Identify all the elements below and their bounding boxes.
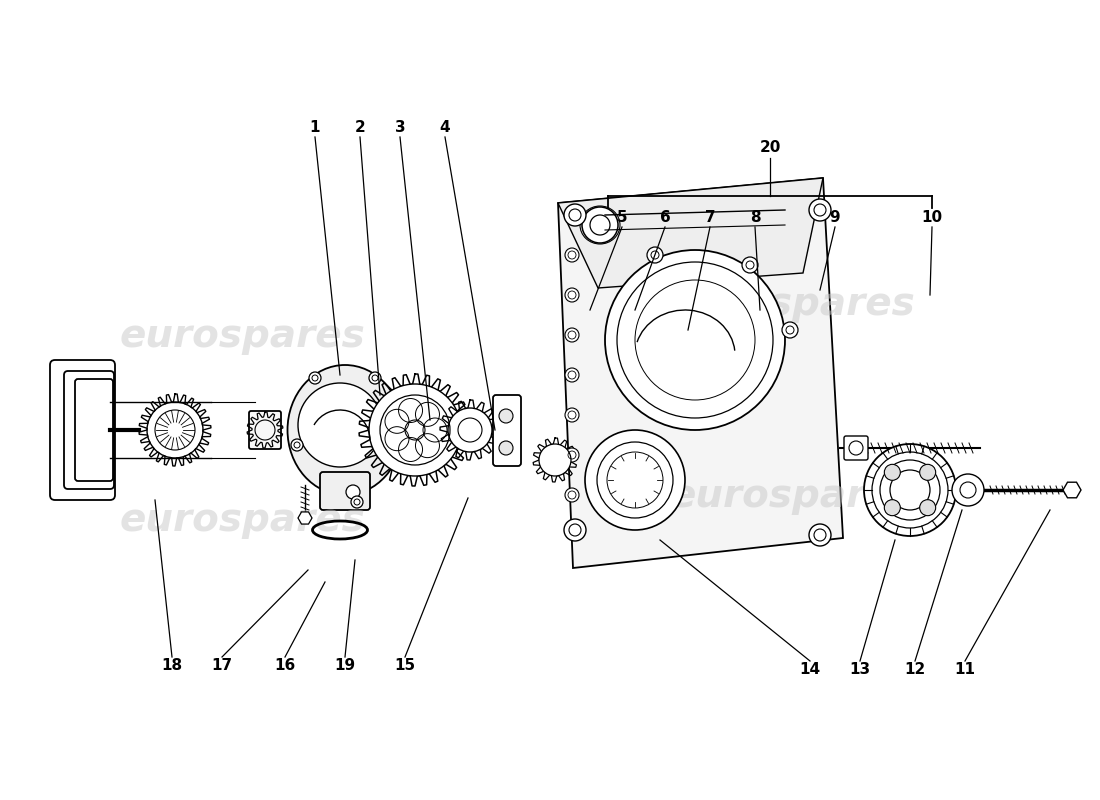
Circle shape bbox=[564, 519, 586, 541]
Circle shape bbox=[565, 328, 579, 342]
Circle shape bbox=[298, 383, 382, 467]
FancyBboxPatch shape bbox=[844, 436, 868, 460]
Text: eurospares: eurospares bbox=[119, 501, 365, 539]
Circle shape bbox=[565, 488, 579, 502]
Text: eurospares: eurospares bbox=[119, 317, 365, 355]
FancyBboxPatch shape bbox=[320, 472, 370, 510]
Text: 17: 17 bbox=[211, 658, 232, 674]
Circle shape bbox=[368, 372, 381, 384]
Circle shape bbox=[808, 524, 830, 546]
Polygon shape bbox=[558, 178, 823, 288]
Circle shape bbox=[565, 408, 579, 422]
Circle shape bbox=[647, 247, 663, 263]
Circle shape bbox=[864, 444, 956, 536]
Text: 2: 2 bbox=[354, 121, 365, 135]
Circle shape bbox=[564, 204, 586, 226]
Polygon shape bbox=[558, 178, 843, 568]
Text: 10: 10 bbox=[922, 210, 943, 226]
Text: 9: 9 bbox=[829, 210, 840, 226]
Text: 18: 18 bbox=[162, 658, 183, 674]
Circle shape bbox=[808, 199, 830, 221]
Circle shape bbox=[565, 368, 579, 382]
Text: 5: 5 bbox=[617, 210, 627, 226]
Circle shape bbox=[309, 372, 321, 384]
Text: 11: 11 bbox=[955, 662, 976, 678]
FancyBboxPatch shape bbox=[493, 395, 521, 466]
Text: 19: 19 bbox=[334, 658, 355, 674]
Circle shape bbox=[499, 441, 513, 455]
Text: 8: 8 bbox=[750, 210, 760, 226]
Circle shape bbox=[539, 444, 571, 476]
Text: 13: 13 bbox=[849, 662, 870, 678]
Text: 12: 12 bbox=[904, 662, 925, 678]
Text: 14: 14 bbox=[800, 662, 821, 678]
Circle shape bbox=[368, 384, 461, 476]
Text: eurospares: eurospares bbox=[669, 477, 915, 515]
Circle shape bbox=[565, 288, 579, 302]
Text: 1: 1 bbox=[310, 121, 320, 135]
Text: 7: 7 bbox=[705, 210, 715, 226]
Circle shape bbox=[742, 257, 758, 273]
Circle shape bbox=[952, 474, 984, 506]
Circle shape bbox=[884, 464, 900, 480]
Circle shape bbox=[351, 496, 363, 508]
Text: 6: 6 bbox=[660, 210, 670, 226]
Circle shape bbox=[565, 448, 579, 462]
Circle shape bbox=[582, 207, 618, 243]
Circle shape bbox=[292, 439, 302, 451]
Polygon shape bbox=[1063, 482, 1081, 498]
Circle shape bbox=[448, 408, 492, 452]
Circle shape bbox=[346, 485, 360, 499]
Text: 16: 16 bbox=[274, 658, 296, 674]
FancyBboxPatch shape bbox=[249, 411, 280, 449]
Text: 4: 4 bbox=[440, 121, 450, 135]
Circle shape bbox=[782, 322, 797, 338]
Circle shape bbox=[585, 430, 685, 530]
Circle shape bbox=[605, 250, 785, 430]
Circle shape bbox=[499, 409, 513, 423]
Text: 15: 15 bbox=[395, 658, 416, 674]
Circle shape bbox=[884, 500, 900, 516]
Text: eurospares: eurospares bbox=[669, 285, 915, 323]
Circle shape bbox=[565, 248, 579, 262]
Ellipse shape bbox=[287, 365, 403, 495]
Circle shape bbox=[920, 500, 936, 516]
Circle shape bbox=[920, 464, 936, 480]
Text: 3: 3 bbox=[395, 121, 405, 135]
Polygon shape bbox=[298, 512, 312, 524]
Text: 20: 20 bbox=[759, 141, 781, 155]
